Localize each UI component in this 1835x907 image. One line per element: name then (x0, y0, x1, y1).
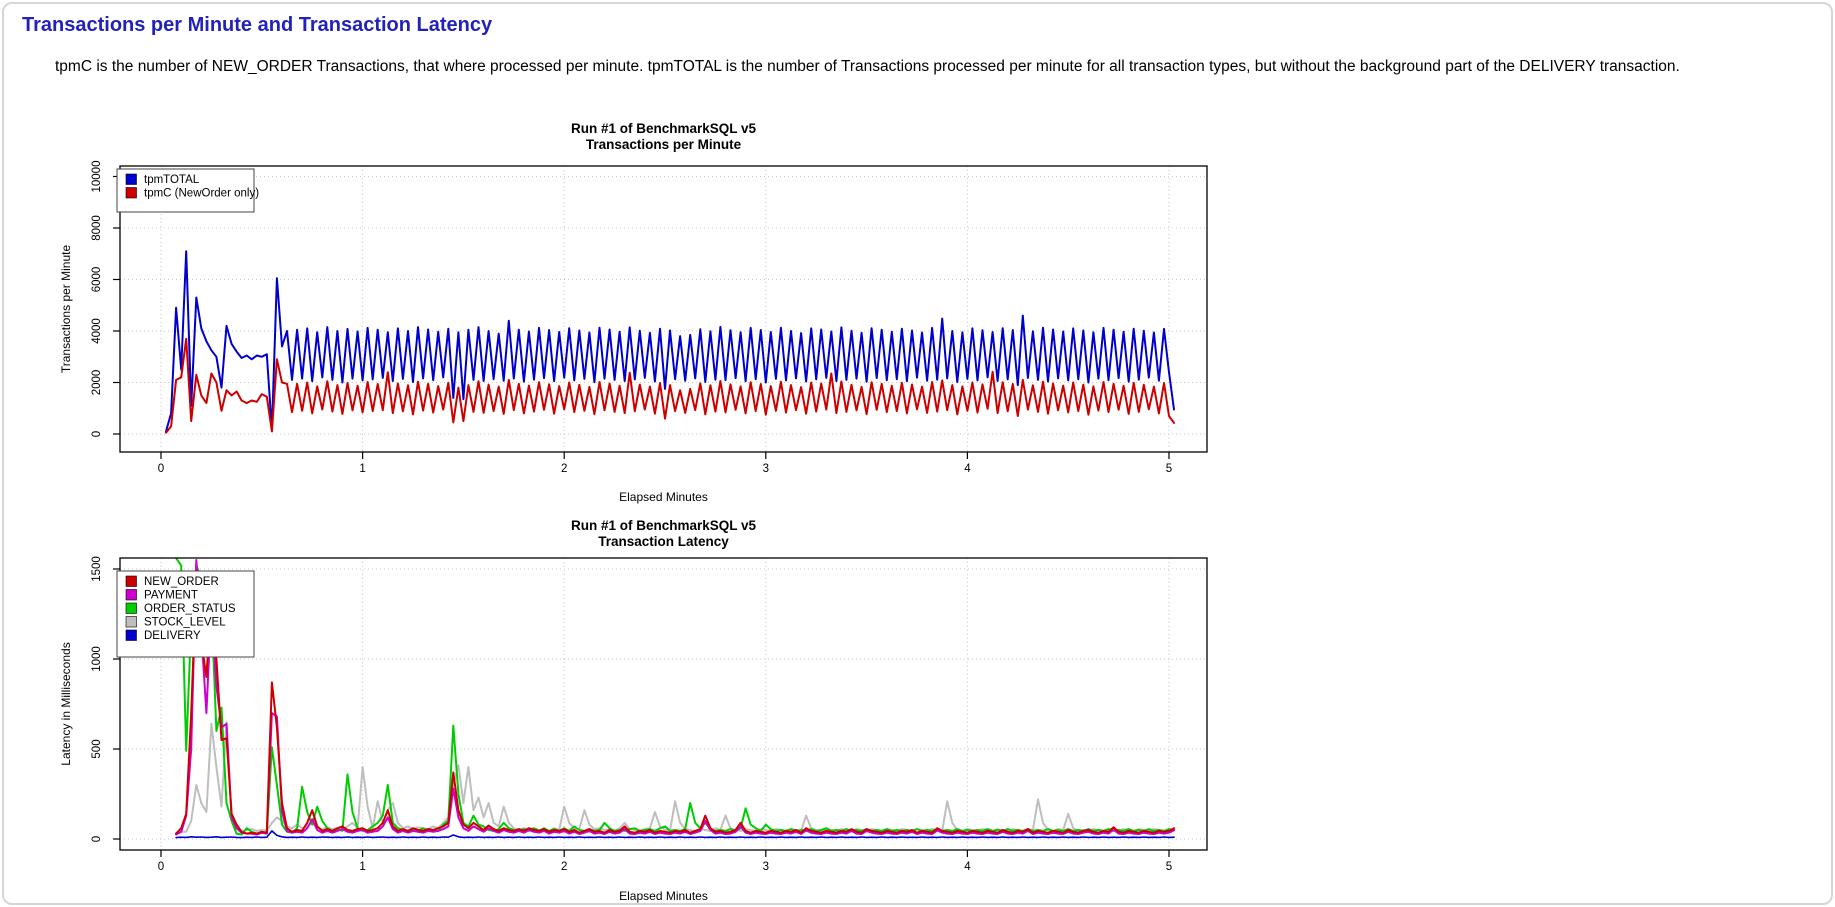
legend-swatch-PAYMENT (125, 589, 137, 601)
latency-chart: 0 1 2 3 4 5 0 500 1000 1500 Run #1 of BenchmarkSQL… (59, 518, 1208, 903)
x-axis: 0 1 2 3 4 5 (158, 452, 1172, 475)
svg-text:0: 0 (158, 861, 164, 873)
legend-label: ORDER_STATUS (144, 603, 236, 615)
svg-text:3: 3 (763, 463, 769, 475)
x-axis-label: Elapsed Minutes (619, 490, 708, 504)
series-ORDER_STATUS (175, 558, 1175, 836)
legend-swatch-tpmTOTAL (125, 173, 137, 185)
tpm-chart: 0 1 2 3 4 5 0 2000 4000 6000 8000 10000 Run #1 of Be… (59, 121, 1208, 504)
svg-text:5: 5 (1166, 861, 1172, 873)
svg-text:4: 4 (964, 861, 971, 873)
svg-text:8000: 8000 (91, 215, 103, 241)
legend-swatch-tpmC (NewOrder only) (125, 187, 137, 199)
y-axis-label: Transactions per Minute (59, 245, 73, 374)
series-PAYMENT (175, 559, 1175, 836)
x-axis: 0 1 2 3 4 5 (158, 850, 1172, 873)
series-tpmC (NewOrder only) (165, 337, 1175, 434)
series-group (165, 250, 1175, 434)
legend-label: STOCK_LEVEL (144, 617, 226, 629)
legend-swatch-ORDER_STATUS (125, 602, 137, 614)
series-NEW_ORDER (175, 577, 1175, 835)
series-group (175, 558, 1175, 839)
legend: tpmTOTAL tpmC (NewOrder only) (116, 168, 259, 213)
svg-text:Transactions per Minute: Transactions per Minute (586, 137, 742, 152)
legend-label: DELIVERY (144, 630, 201, 642)
legend-label: tpmC (NewOrder only) (144, 188, 259, 200)
svg-text:6000: 6000 (91, 267, 103, 293)
chart-root: 0 1 2 3 4 5 0 500 1000 1500 Run #1 of BenchmarkSQL… (59, 518, 1208, 903)
legend-swatch-DELIVERY (125, 629, 137, 641)
series-STOCK_LEVEL (175, 721, 1175, 835)
x-axis-label: Elapsed Minutes (619, 889, 708, 903)
svg-text:2: 2 (561, 861, 567, 873)
svg-text:0: 0 (91, 431, 103, 437)
svg-text:1000: 1000 (91, 646, 103, 672)
svg-text:1: 1 (359, 861, 365, 873)
svg-text:10000: 10000 (91, 161, 103, 193)
legend-swatch-NEW_ORDER (125, 575, 137, 587)
legend-label: tpmTOTAL (144, 174, 200, 186)
y-axis: 0 2000 4000 6000 8000 10000 (91, 161, 120, 437)
svg-text:500: 500 (91, 739, 103, 758)
report-description: tpmC is the number of NEW_ORDER Transact… (55, 58, 1680, 75)
svg-text:Run #1 of BenchmarkSQL v5: Run #1 of BenchmarkSQL v5 (571, 518, 757, 533)
y-axis-label: Latency in Milliseconds (59, 642, 73, 765)
legend-label: PAYMENT (144, 590, 198, 602)
chart-root: 0 1 2 3 4 5 0 2000 4000 6000 8000 10000 Run #1 of Be… (59, 121, 1208, 504)
svg-text:0: 0 (91, 836, 103, 842)
series-DELIVERY (175, 830, 1175, 839)
svg-text:5: 5 (1166, 463, 1172, 475)
plot-frame (119, 165, 1208, 453)
svg-text:Run #1 of BenchmarkSQL v5: Run #1 of BenchmarkSQL v5 (571, 121, 757, 136)
svg-text:4: 4 (964, 463, 971, 475)
svg-text:2000: 2000 (91, 370, 103, 396)
legend-swatch-STOCK_LEVEL (125, 616, 137, 628)
svg-text:2: 2 (561, 463, 567, 475)
plot-frame (119, 557, 1208, 851)
series-tpmTOTAL (165, 250, 1175, 433)
svg-text:Transaction Latency: Transaction Latency (598, 534, 729, 549)
page-title: Transactions per Minute and Transaction … (22, 14, 493, 36)
svg-text:1: 1 (359, 463, 365, 475)
svg-text:3: 3 (763, 861, 769, 873)
svg-text:0: 0 (158, 463, 164, 475)
svg-text:4000: 4000 (91, 318, 103, 344)
legend-label: NEW_ORDER (144, 576, 219, 588)
svg-text:1500: 1500 (91, 556, 103, 582)
y-axis: 0 500 1000 1500 (91, 556, 120, 842)
